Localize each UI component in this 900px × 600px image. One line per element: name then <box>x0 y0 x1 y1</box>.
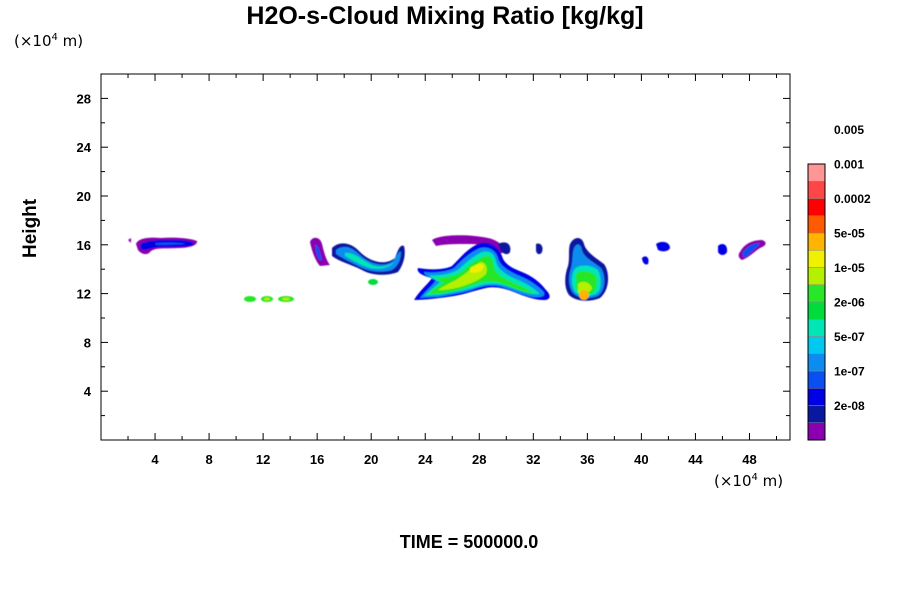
colorbar-label: 1e-07 <box>834 365 865 379</box>
y-tick-label: 4 <box>84 384 92 399</box>
colorbar-label: 2e-08 <box>834 399 865 413</box>
colorbar-swatch <box>807 198 826 216</box>
x-tick-label: 44 <box>688 452 703 467</box>
y-tick-label: 8 <box>84 335 91 350</box>
x-tick-label: 48 <box>742 452 756 467</box>
colorbar-swatch <box>807 319 826 337</box>
y-tick-label: 16 <box>77 238 91 253</box>
colorbar-swatch <box>807 267 826 285</box>
colorbar-swatch <box>807 370 826 389</box>
colorbar-swatch <box>807 353 826 372</box>
cloud-region-6 <box>642 241 670 265</box>
y-axis-unit: (×104 m) <box>14 32 83 50</box>
y-tick-label: 20 <box>77 189 91 204</box>
colorbar-label: 0.0002 <box>834 192 871 206</box>
time-label: TIME = 500000.0 <box>399 532 539 552</box>
x-tick-label: 36 <box>580 452 594 467</box>
cloud-region-2 <box>244 279 378 302</box>
x-unit-suffix: m) <box>757 472 784 490</box>
x-axis-unit: (×104 m) <box>714 472 783 490</box>
colorbar-swatch <box>807 232 826 251</box>
chart-title: H2O-s-Cloud Mixing Ratio [kg/kg] <box>246 2 644 30</box>
y-tick-label: 28 <box>77 91 91 106</box>
colorbar-swatch <box>807 181 826 199</box>
colorbar-swatch <box>807 284 826 303</box>
cloud-field <box>128 235 766 302</box>
y-unit-prefix: (×10 <box>14 32 52 50</box>
cloud-region-4 <box>414 235 550 300</box>
colorbar-label: 1e-05 <box>834 261 865 275</box>
y-unit-exponent: 4 <box>51 32 58 43</box>
x-tick-label: 32 <box>526 452 540 467</box>
colorbar-swatch <box>807 301 826 320</box>
colorbar-swatch <box>807 388 826 406</box>
cloud-region-5 <box>565 238 609 301</box>
x-unit-exponent: 4 <box>751 472 758 483</box>
cloud-region-1 <box>128 237 198 255</box>
colorbar-label: 0.005 <box>834 123 864 137</box>
x-tick-label: 40 <box>634 452 648 467</box>
colorbar-label: 5e-07 <box>834 330 865 344</box>
colorbar-swatch <box>807 405 826 423</box>
colorbar-frame <box>807 163 826 441</box>
colorbar-swatch <box>807 250 826 268</box>
x-tick-label: 24 <box>418 452 433 467</box>
colorbar-swatch <box>807 422 826 441</box>
x-tick-label: 28 <box>472 452 486 467</box>
y-unit-suffix: m) <box>57 32 84 50</box>
colorbar-swatch <box>807 163 826 182</box>
x-unit-prefix: (×10 <box>714 472 752 490</box>
cloud-region-7 <box>718 240 766 260</box>
x-tick-label: 4 <box>151 452 159 467</box>
plot-frame <box>100 73 791 441</box>
colorbar-label: 2e-06 <box>834 296 865 310</box>
y-tick-label: 12 <box>77 287 91 302</box>
x-tick-label: 8 <box>205 452 212 467</box>
colorbar: 2e-08 1e-07 5e-07 2e-06 1e-05 5e-05 0.0002 0.00… <box>807 123 871 441</box>
x-tick-label: 20 <box>364 452 378 467</box>
x-tick-label: 16 <box>310 452 324 467</box>
colorbar-swatch <box>807 336 826 354</box>
colorbar-label: 5e-05 <box>834 227 865 241</box>
colorbar-swatch <box>807 215 826 234</box>
x-tick-label: 12 <box>256 452 270 467</box>
y-tick-label: 24 <box>77 140 92 155</box>
cloud-region-3 <box>310 237 405 275</box>
colorbar-label: 0.001 <box>834 158 864 172</box>
